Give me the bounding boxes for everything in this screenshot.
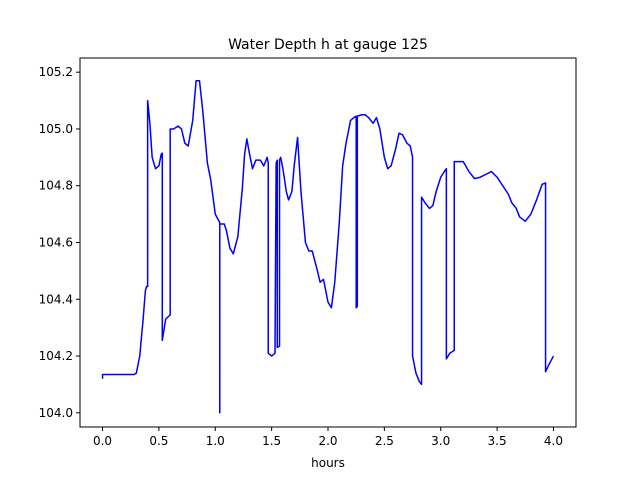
y-tick-label: 104.6	[39, 236, 73, 250]
x-axis-label: hours	[311, 456, 345, 470]
y-tick-label: 105.0	[39, 122, 73, 136]
x-tick-label: 0.5	[149, 434, 168, 448]
y-tick-label: 104.2	[39, 349, 73, 363]
y-tick-label: 104.8	[39, 179, 73, 193]
x-tick-label: 3.5	[488, 434, 507, 448]
x-tick-label: 2.5	[375, 434, 394, 448]
y-axis: 104.0 104.2 104.4 104.6 104.8 105.0 105.2	[39, 65, 80, 420]
x-tick-label: 4.0	[544, 434, 563, 448]
y-tick-label: 105.2	[39, 65, 73, 79]
x-axis: 0.0 0.5 1.0 1.5 2.0 2.5 3.0 3.5 4.0	[93, 427, 563, 448]
y-tick-label: 104.0	[39, 406, 73, 420]
y-tick-label: 104.4	[39, 292, 73, 306]
x-tick-label: 1.5	[262, 434, 281, 448]
x-tick-label: 2.0	[318, 434, 337, 448]
x-tick-label: 1.0	[206, 434, 225, 448]
chart-title: Water Depth h at gauge 125	[228, 37, 428, 53]
series-line-0	[101, 79, 555, 414]
x-tick-label: 3.0	[431, 434, 450, 448]
x-tick-label: 0.0	[93, 434, 112, 448]
